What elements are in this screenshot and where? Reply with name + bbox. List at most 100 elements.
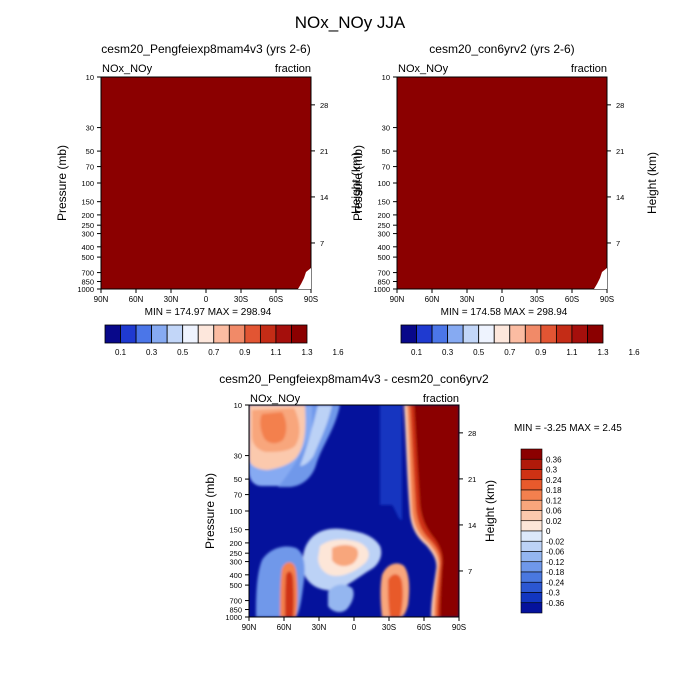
panel-c: cesm20_Pengfeiexp8mam4v3 - cesm20_con6yr…: [203, 372, 622, 632]
colorbar-label: 0.7: [208, 348, 220, 357]
colorbar-swatch: [120, 324, 137, 344]
y-tick-right-label: 7: [468, 567, 472, 576]
y-tick-right-label: 7: [320, 239, 324, 248]
y-tick-label: 1000: [225, 613, 242, 622]
colorbar-swatch: [291, 324, 308, 344]
colorbar-label: 0.36: [546, 455, 562, 464]
panel-c-ylabel: Pressure (mb): [203, 473, 217, 549]
colorbar-label: 0.3: [146, 348, 158, 357]
x-tick-label: 60N: [129, 295, 144, 304]
colorbar-swatch: [520, 581, 543, 593]
y-tick-label: 500: [377, 253, 390, 262]
x-tick-label: 60S: [417, 623, 431, 632]
x-tick-label: 0: [500, 295, 505, 304]
colorbar-swatch: [166, 324, 184, 344]
panel-c-stats: MIN = -3.25 MAX = 2.45: [514, 423, 622, 434]
y-tick-right-label: 21: [320, 147, 328, 156]
y-tick-label: 250: [229, 549, 242, 558]
panel-c-field: [249, 405, 459, 617]
y-tick-label: 200: [229, 539, 242, 548]
y-tick-label: 100: [81, 179, 94, 188]
colorbar-swatch: [228, 324, 246, 344]
y-tick-label: 500: [81, 253, 94, 262]
colorbar-label: 1.6: [333, 348, 345, 357]
x-tick-label: 90N: [94, 295, 109, 304]
y-tick-label: 1000: [373, 285, 390, 294]
colorbar-label: 0.3: [546, 466, 558, 475]
y-tick-right-label: 14: [616, 193, 624, 202]
x-tick-label: 90S: [452, 623, 466, 632]
x-tick-label: 60S: [269, 295, 283, 304]
colorbar-swatch: [571, 324, 588, 344]
colorbar-label: 0.5: [473, 348, 485, 357]
colorbar-swatch: [462, 324, 480, 344]
colorbar-label: 0.5: [177, 348, 189, 357]
colorbar-label: 0.9: [239, 348, 251, 357]
colorbar-swatch: [244, 324, 261, 344]
y-tick-right-label: 28: [468, 429, 476, 438]
y-tick-label: 150: [377, 198, 390, 207]
y-tick-label: 30: [234, 452, 242, 461]
panel-b-ylabel: Pressure (mb): [351, 145, 365, 221]
y-tick-label: 10: [382, 73, 390, 82]
y-tick-label: 100: [377, 179, 390, 188]
y-tick-right-label: 14: [468, 521, 476, 530]
y-tick-right-label: 14: [320, 193, 328, 202]
colorbar-label: 0.3: [442, 348, 454, 357]
x-tick-label: 60N: [425, 295, 440, 304]
colorbar-label: -0.18: [546, 568, 565, 577]
colorbar-swatch: [151, 324, 168, 344]
colorbar-swatch: [135, 324, 153, 344]
colorbar-label: 0.06: [546, 507, 562, 516]
colorbar-swatch: [524, 324, 542, 344]
y-tick-right-label: 21: [616, 147, 624, 156]
panel-b-x-ticks: 90N 60N 30N 0 30S 60S 90S: [390, 289, 614, 304]
panel-a-right-label: fraction: [275, 63, 311, 75]
colorbar-swatch: [520, 540, 543, 552]
colorbar-swatch: [275, 324, 292, 344]
panel-a-ylabel: Pressure (mb): [55, 145, 69, 221]
x-tick-label: 90N: [242, 623, 257, 632]
figure-title: NOx_NOy JJA: [295, 13, 406, 32]
y-tick-label: 70: [86, 163, 94, 172]
y-tick-right-label: 21: [468, 475, 476, 484]
colorbar-label: 1.3: [597, 348, 609, 357]
y-tick-label: 850: [81, 278, 94, 287]
y-tick-label: 70: [382, 163, 390, 172]
colorbar-swatch: [520, 458, 543, 470]
y-tick-label: 150: [81, 198, 94, 207]
x-tick-label: 30N: [312, 623, 327, 632]
y-tick-label: 400: [377, 243, 390, 252]
colorbar-swatch: [400, 324, 417, 344]
panel-c-x-ticks: 90N 60N 30N 0 30S 60S 90S: [242, 617, 466, 632]
panel-a: cesm20_Pengfeiexp8mam4v3 (yrs 2-6) NOx_N…: [55, 42, 363, 357]
panel-c-ylabel-right: Height (km): [483, 480, 497, 542]
y-tick-right-label: 28: [320, 101, 328, 110]
panel-b-y-ticks-right: 28 21 14 7: [607, 101, 624, 248]
colorbar-label: 1.1: [566, 348, 578, 357]
x-tick-label: 30N: [164, 295, 179, 304]
y-tick-label: 300: [81, 230, 94, 239]
colorbar-swatch: [213, 324, 230, 344]
colorbar-label: 0.1: [411, 348, 423, 357]
y-tick-label: 250: [81, 221, 94, 230]
colorbar-swatch: [540, 324, 557, 344]
y-tick-label: 250: [377, 221, 390, 230]
x-tick-label: 0: [352, 623, 357, 632]
y-tick-label: 850: [377, 278, 390, 287]
colorbar-label: 1.3: [301, 348, 313, 357]
y-tick-label: 30: [382, 124, 390, 133]
y-tick-label: 70: [234, 491, 242, 500]
x-tick-label: 60S: [565, 295, 579, 304]
y-tick-label: 200: [377, 211, 390, 220]
y-tick-label: 700: [377, 269, 390, 278]
colorbar-swatch: [587, 324, 604, 344]
x-tick-label: 90N: [390, 295, 405, 304]
x-tick-label: 60N: [277, 623, 292, 632]
x-tick-label: 30N: [460, 295, 475, 304]
x-tick-label: 0: [204, 295, 209, 304]
panel-c-right-label: fraction: [423, 393, 459, 405]
colorbar-swatch: [520, 448, 543, 460]
